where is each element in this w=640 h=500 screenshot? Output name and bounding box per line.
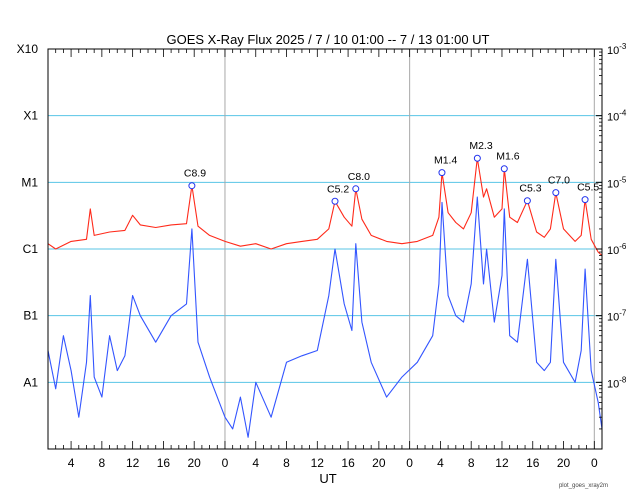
- x-tick-label-0: 4: [68, 456, 75, 470]
- x-tick-label-3: 16: [157, 456, 171, 470]
- flare-label-c7-0: C7.0: [548, 175, 570, 187]
- credit-label: plot_goes_xray2m: [559, 483, 608, 489]
- y-left-label-c1: C1: [23, 242, 39, 256]
- flare-label-m1-6: M1.6: [496, 151, 520, 163]
- flare-marker-c7-0: [552, 189, 560, 197]
- axes: A1 B1 C1 M1 X1 X10 10-3 10-4 10-5 10-6 10-7 10-8 4 8 1…: [17, 42, 627, 470]
- x-tick-label-11: 0: [406, 456, 413, 470]
- x-tick-label-6: 4: [252, 456, 259, 470]
- flare-label-c5-2: C5.2: [327, 183, 349, 195]
- x-tick-label-7: 8: [283, 456, 290, 470]
- y-right-label-1e-4: 10-4: [607, 109, 627, 124]
- y-right-label-1e-7: 10-7: [607, 309, 627, 324]
- grid: [48, 49, 602, 449]
- x-tick-label-15: 16: [526, 456, 540, 470]
- flare-marker-c5-2: [331, 197, 339, 205]
- flare-label-m1-4: M1.4: [434, 155, 458, 167]
- flare-label-m2-3: M2.3: [469, 140, 493, 152]
- y-left-label-x1: X1: [23, 109, 38, 123]
- flare-label-c8-9: C8.9: [184, 168, 206, 180]
- chart-title: GOES X-Ray Flux 2025 / 7 / 10 01:00 -- 7…: [167, 32, 490, 47]
- x-tick-label-5: 0: [222, 456, 229, 470]
- flare-label-c8-0: C8.0: [348, 171, 370, 183]
- x-tick-label-9: 16: [341, 456, 355, 470]
- x-axis-label: UT: [319, 471, 336, 486]
- x-tick-label-10: 20: [372, 456, 386, 470]
- y-right-label-1e-3: 10-3: [607, 42, 627, 57]
- y-left-label-x10: X10: [17, 42, 39, 56]
- flare-marker-c8-9: [188, 182, 196, 190]
- series-layer: [47, 157, 603, 438]
- x-tick-label-13: 8: [468, 456, 475, 470]
- series-line-long: [47, 157, 603, 256]
- x-tick-label-14: 12: [495, 456, 509, 470]
- y-right-label-1e-6: 10-6: [607, 242, 627, 257]
- y-left-label-m1: M1: [21, 175, 38, 189]
- y-right-label-1e-5: 10-5: [607, 175, 627, 190]
- x-tick-label-17: 0: [591, 456, 598, 470]
- y-left-label-a1: A1: [23, 375, 38, 389]
- y-left-label-b1: B1: [23, 309, 38, 323]
- x-tick-label-8: 12: [311, 456, 325, 470]
- flare-label-c5-5: C5.5: [577, 182, 599, 194]
- y-right-label-1e-8: 10-8: [607, 375, 627, 390]
- flare-marker-m1-4: [438, 169, 446, 177]
- x-tick-label-1: 8: [99, 456, 106, 470]
- x-tick-label-12: 4: [437, 456, 444, 470]
- x-tick-label-4: 20: [188, 456, 202, 470]
- flare-annotations: C8.9 C5.2C8.0 M1.4 M2.3M1.6 C5.3 C7.0 C5.5: [184, 140, 599, 205]
- flare-marker-m2-3: [473, 154, 481, 162]
- x-tick-label-2: 12: [126, 456, 140, 470]
- flare-marker-m1-6: [500, 165, 508, 173]
- flare-label-c5-3: C5.3: [519, 183, 541, 195]
- x-tick-label-16: 20: [557, 456, 571, 470]
- flare-marker-c8-0: [352, 185, 360, 193]
- series-line-short: [47, 196, 603, 438]
- flare-marker-c5-3: [523, 197, 531, 205]
- flare-marker-c5-5: [581, 196, 589, 204]
